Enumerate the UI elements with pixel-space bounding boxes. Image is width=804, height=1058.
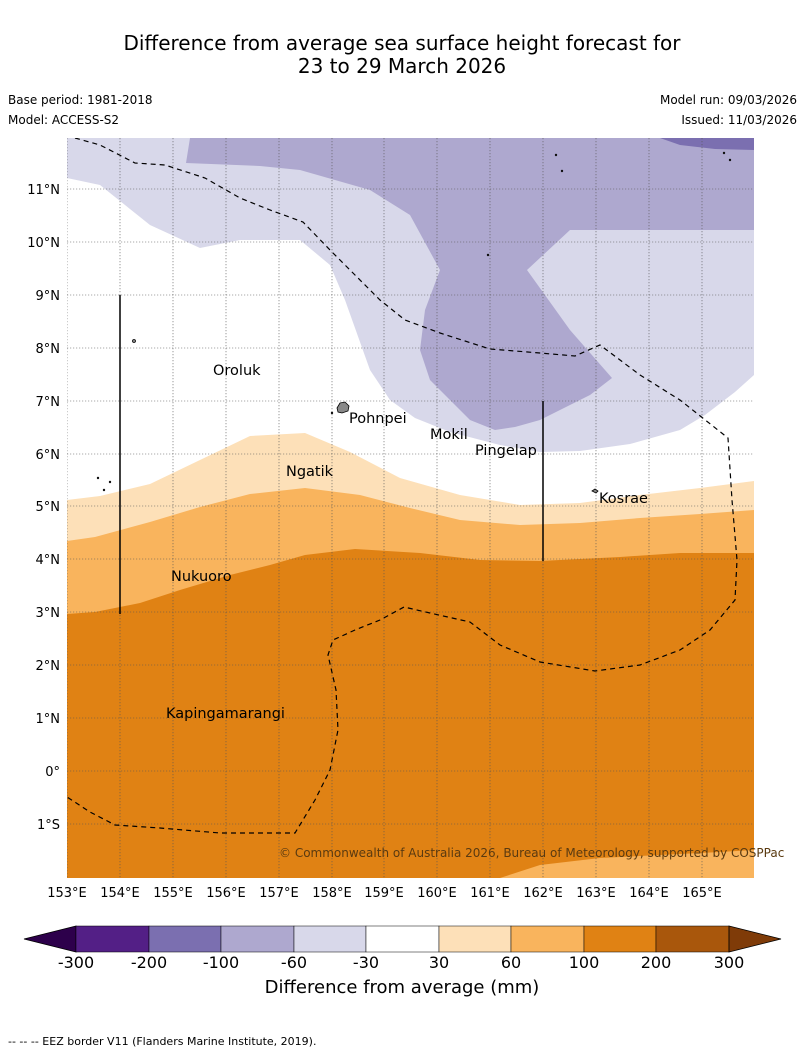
lat-label: 3°N [36, 606, 61, 621]
colorbar-segment [655, 925, 730, 953]
small-island [554, 153, 558, 157]
model-run: Model run: 09/03/2026 [659, 93, 797, 107]
colorbar-title: Difference from average (mm) [264, 977, 540, 998]
small-island [560, 169, 564, 173]
colorbar-segment [148, 925, 222, 953]
place-kosrae: Kosrae [599, 491, 648, 507]
colorbar-tick: -60 [280, 953, 308, 972]
lat-label: 9°N [36, 289, 61, 304]
lon-label: 156°E [206, 886, 246, 901]
place-kapingamarangi: Kapingamarangi [166, 706, 285, 722]
lon-label: 161°E [470, 886, 510, 901]
colorbar-segment [510, 925, 585, 953]
lat-label: 8°N [36, 342, 61, 357]
lon-label: 163°E [576, 886, 616, 901]
band-plus-100-200 [67, 549, 754, 878]
place-ngatik: Ngatik [286, 464, 334, 480]
lon-label: 164°E [629, 886, 669, 901]
lon-label: 154°E [100, 886, 140, 901]
colorbar-tick: 30 [428, 953, 450, 972]
colorbar-tick: -200 [130, 953, 168, 972]
lat-label: 11°N [27, 183, 60, 198]
colorbar-tick: 300 [713, 953, 745, 972]
lon-label: 162°E [523, 886, 563, 901]
lat-label: 10°N [27, 236, 60, 251]
small-island [486, 253, 490, 257]
small-island [728, 158, 732, 162]
small-island [102, 488, 106, 492]
colorbar-tick: 100 [568, 953, 600, 972]
band-minus-100-200 [660, 138, 754, 150]
colorbar-segment [583, 925, 657, 953]
lon-label: 159°E [364, 886, 404, 901]
colorbar-segment [365, 925, 440, 953]
band-minus-60-100 [186, 138, 754, 430]
lon-label: 165°E [682, 886, 722, 901]
colorbar-tick: -100 [202, 953, 240, 972]
place-pohnpei: Pohnpei [349, 411, 407, 427]
lat-label: 1°N [36, 712, 61, 727]
colorbar-tick: -30 [352, 953, 380, 972]
islands [96, 151, 732, 494]
small-island [722, 151, 726, 155]
lat-label: 7°N [36, 395, 61, 410]
colorbar-tick: -300 [57, 953, 95, 972]
small-island [108, 480, 112, 484]
place-pingelap: Pingelap [475, 443, 537, 459]
eez-footnote: -- -- -- EEZ border V11 (Flanders Marine… [8, 1035, 317, 1048]
lon-label: 157°E [259, 886, 299, 901]
issued-date: Issued: 11/03/2026 [681, 113, 797, 127]
colorbar-segment [438, 925, 512, 953]
copyright-notice: © Commonwealth of Australia 2026, Bureau… [279, 846, 784, 860]
place-oroluk: Oroluk [213, 363, 261, 379]
lat-axis: 11°N 10°N 9°N 8°N 7°N 6°N 5°N 4°N 3°N 2°… [27, 183, 60, 833]
small-island [96, 476, 100, 480]
lon-axis: 153°E 154°E 155°E 156°E 157°E 158°E 159°… [47, 886, 722, 901]
kosrae-island [591, 488, 599, 494]
title-line-2: 23 to 29 March 2026 [297, 54, 507, 78]
lon-label: 158°E [312, 886, 352, 901]
colorbar-extend-high [728, 925, 782, 953]
pohnpei-island [336, 401, 350, 414]
colorbar-segment [75, 925, 150, 953]
lat-label: 1°S [37, 818, 60, 833]
lat-label: 2°N [36, 659, 61, 674]
colorbar-tick: 60 [500, 953, 522, 972]
lon-label: 153°E [47, 886, 87, 901]
colorbar-extend-low [23, 925, 77, 953]
lon-label: 160°E [417, 886, 457, 901]
base-period: Base period: 1981-2018 [8, 93, 153, 107]
model-name: Model: ACCESS-S2 [8, 113, 120, 127]
colorbar-segment [220, 925, 295, 953]
lon-label: 155°E [153, 886, 193, 901]
lat-label: 5°N [36, 500, 61, 515]
place-nukuoro: Nukuoro [171, 569, 232, 585]
lat-label: 0° [45, 765, 60, 780]
gridlines [67, 138, 754, 878]
small-island [132, 339, 136, 343]
small-island [330, 411, 334, 415]
lat-label: 6°N [36, 448, 61, 463]
chart-title: Difference from average sea surface heig… [0, 32, 804, 78]
colorbar [23, 925, 782, 953]
place-mokil: Mokil [430, 427, 468, 443]
eez-border-north [67, 138, 738, 834]
lat-label: 4°N [36, 553, 61, 568]
band-plus-60-100-bottom [500, 850, 754, 878]
colorbar-tick: 200 [640, 953, 672, 972]
title-line-1: Difference from average sea surface heig… [123, 31, 681, 55]
colorbar-segment [293, 925, 367, 953]
